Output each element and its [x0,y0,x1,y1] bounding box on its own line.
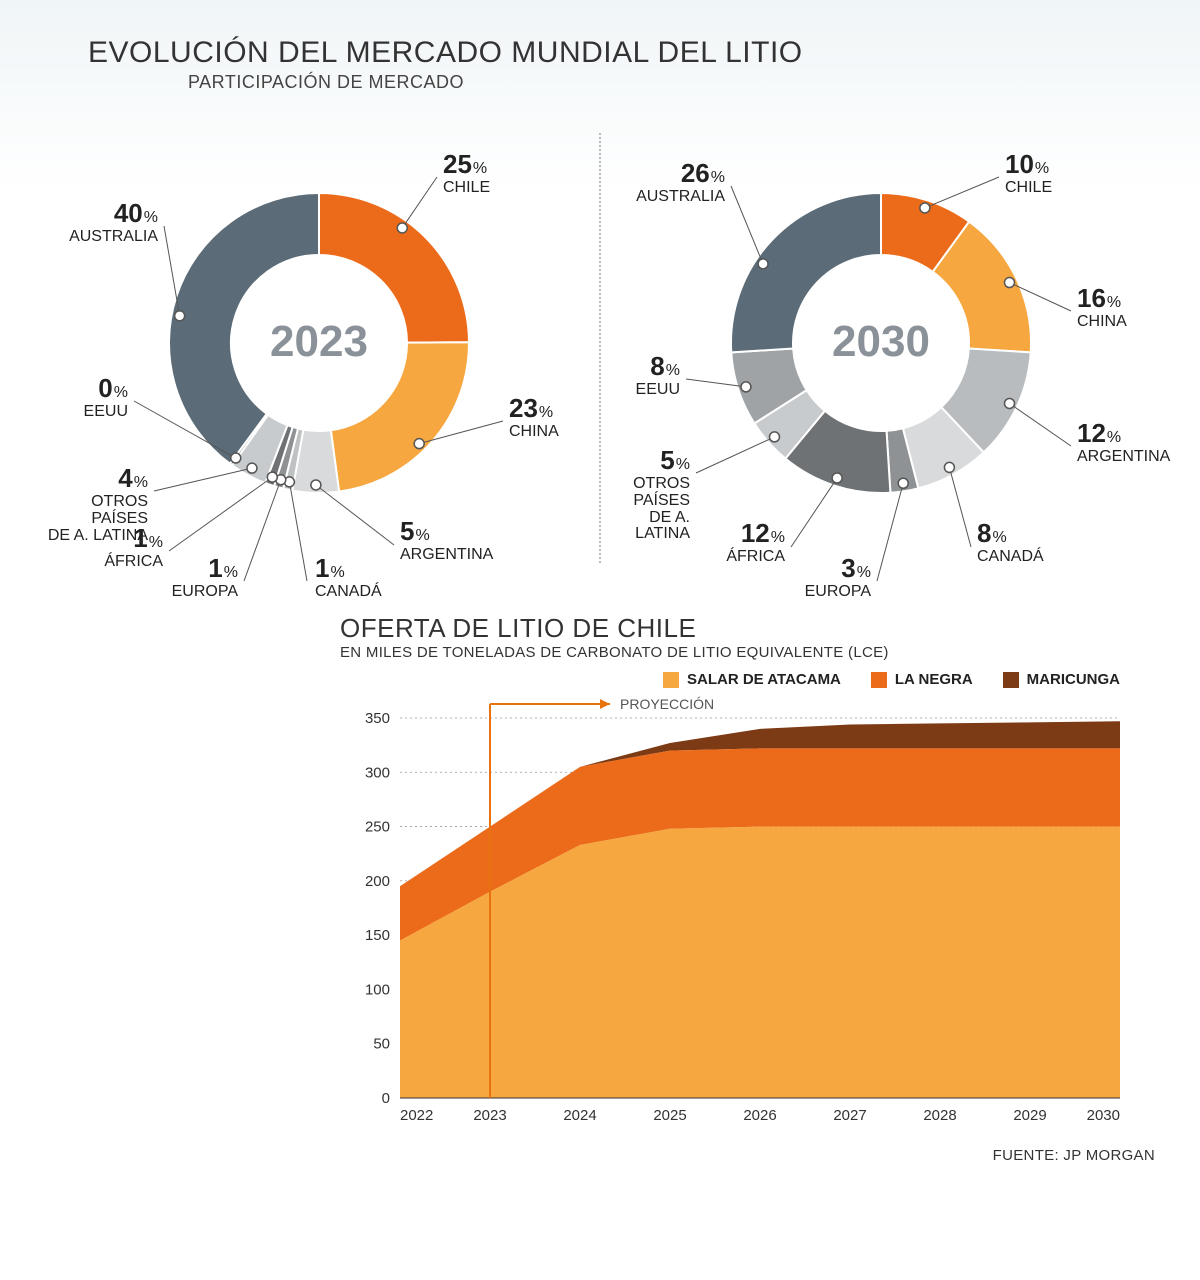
subtitle: PARTICIPACIÓN DE MERCADO [188,72,1200,93]
slice-label: 8%EEUU [636,351,680,399]
legend-item: MARICUNGA [1003,671,1120,688]
donut-2023: 202325%CHILE23%CHINA5%ARGENTINA1%CANADÁ1… [39,113,599,583]
legend-item: LA NEGRA [871,671,973,688]
slice-label: 12%ARGENTINA [1077,418,1170,466]
svg-text:250: 250 [365,819,390,836]
svg-text:350: 350 [365,710,390,727]
main-title: EVOLUCIÓN DEL MERCADO MUNDIAL DEL LITIO [88,36,1200,70]
area-chart-section: OFERTA DE LITIO DE CHILE EN MILES DE TON… [340,613,1160,1133]
donut-year: 2023 [264,317,374,367]
slice-label: 3%EUROPA [805,553,871,601]
slice-label: 25%CHILE [443,149,490,197]
source-text: FUENTE: JP MORGAN [0,1147,1155,1164]
svg-text:2027: 2027 [833,1107,866,1124]
slice-label: 8%CANADÁ [977,518,1044,566]
slice-label: 4%OTROS PAÍSESDE A. LATINA [39,463,148,544]
area-legend: SALAR DE ATACAMA LA NEGRA MARICUNGA [340,671,1120,688]
slice-label: 10%CHILE [1005,149,1052,197]
slice-label: 1%EUROPA [172,553,238,601]
area-subtitle: EN MILES DE TONELADAS DE CARBONATO DE LI… [340,644,1160,661]
slice-label: 26%AUSTRALIA [636,158,725,206]
svg-text:PROYECCIÓN: PROYECCIÓN [620,696,714,712]
svg-text:2030: 2030 [1087,1107,1120,1124]
legend-item: SALAR DE ATACAMA [663,671,841,688]
svg-text:50: 50 [373,1036,390,1053]
donut-2030: 203010%CHILE16%CHINA12%ARGENTINA8%CANADÁ… [601,113,1161,583]
svg-text:0: 0 [382,1090,390,1107]
slice-label: 23%CHINA [509,393,559,441]
svg-text:2026: 2026 [743,1107,776,1124]
svg-text:2028: 2028 [923,1107,956,1124]
svg-text:200: 200 [365,873,390,890]
svg-text:2029: 2029 [1013,1107,1046,1124]
svg-text:2022: 2022 [400,1107,433,1124]
donut-year: 2030 [826,317,936,367]
slice-label: 12%ÁFRICA [726,518,785,566]
slice-label: 40%AUSTRALIA [69,198,158,246]
svg-text:150: 150 [365,927,390,944]
svg-text:2024: 2024 [563,1107,596,1124]
svg-text:2023: 2023 [473,1107,506,1124]
slice-label: 0%EEUU [84,373,128,421]
svg-text:100: 100 [365,981,390,998]
area-title: OFERTA DE LITIO DE CHILE [340,613,1160,644]
area-chart: 0 50 100 150 200 250 300 350 2022 2023 2024 2025 202… [340,688,1160,1128]
slice-label: 5%OTROS PAÍSESDE A. LATINA [601,445,690,543]
donuts-row: 202325%CHILE23%CHINA5%ARGENTINA1%CANADÁ1… [0,113,1200,583]
svg-text:300: 300 [365,764,390,781]
header: EVOLUCIÓN DEL MERCADO MUNDIAL DEL LITIO … [0,0,1200,93]
slice-label: 16%CHINA [1077,283,1127,331]
slice-label: 1%CANADÁ [315,553,382,601]
svg-text:2025: 2025 [653,1107,686,1124]
slice-label: 5%ARGENTINA [400,516,493,564]
